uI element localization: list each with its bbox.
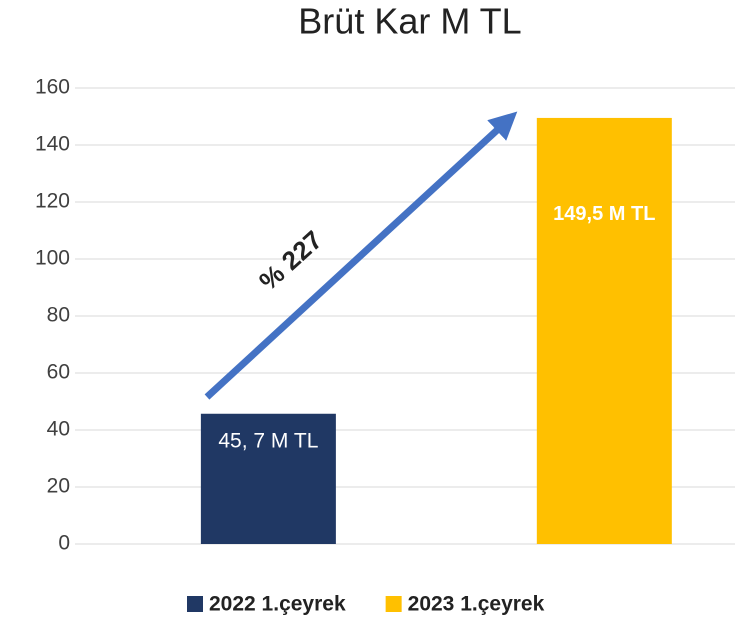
- bar: [536, 117, 672, 545]
- data-label: 45, 7 M TL: [218, 429, 318, 452]
- y-tick-label: 100: [35, 247, 70, 270]
- y-tick-label: 120: [35, 190, 70, 213]
- legend-label: 2022 1.çeyrek: [209, 593, 346, 616]
- y-tick-label: 80: [47, 304, 70, 327]
- y-tick-label: 60: [47, 361, 70, 384]
- legend-swatch: [187, 596, 203, 612]
- annotation: % 227: [253, 225, 328, 297]
- y-tick-label: 160: [35, 76, 70, 99]
- y-tick-label: 40: [47, 418, 70, 441]
- y-tick-label: 0: [58, 532, 70, 555]
- y-tick-label: 140: [35, 133, 70, 156]
- legend-swatch: [385, 596, 402, 612]
- growth-arrow: [204, 111, 518, 400]
- bar: [200, 413, 336, 544]
- legend-label: 2023 1.çeyrek: [408, 593, 545, 616]
- y-tick-label: 20: [47, 475, 70, 498]
- chart-title: Brüt Kar M TL: [298, 1, 521, 42]
- data-label: 149,5 M TL: [553, 203, 655, 225]
